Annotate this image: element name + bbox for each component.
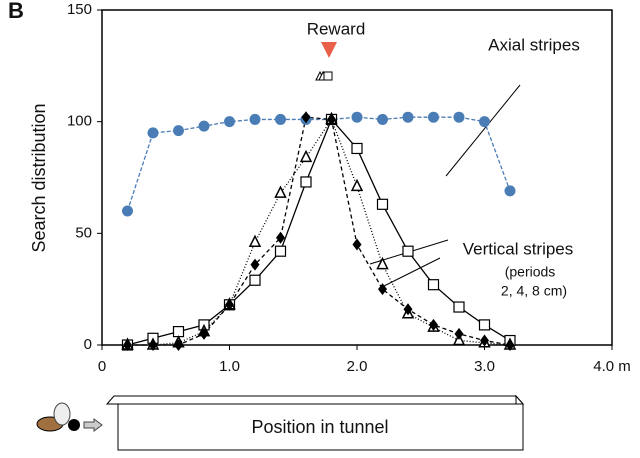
point [428,112,439,123]
panel-letter: B [8,0,24,23]
point [276,246,286,256]
y-axis-label: Search distribution [29,103,49,252]
point [480,320,490,330]
point [352,112,363,123]
point [454,302,464,312]
tunnel-label: Position in tunnel [251,417,388,437]
point [378,199,388,209]
series-line [128,117,511,211]
point [275,114,286,125]
point [429,280,439,290]
y-tick-label: 150 [67,1,92,18]
point [148,127,159,138]
point [479,116,490,127]
x-tick-label: 2.0 [347,358,368,375]
y-tick-label: 0 [84,336,92,353]
y-tick-label: 100 [67,113,92,130]
point [199,121,210,132]
series-line [128,119,511,345]
point [352,180,362,190]
point [352,143,362,153]
x-tick-label: 3.0 [474,358,495,375]
point [378,259,388,269]
point [250,275,260,285]
annotation: Vertical stripes [463,239,574,258]
annotation: 2, 4, 8 cm) [501,283,567,299]
symbol-cluster [316,72,332,80]
chart: B Search distribution Reward Axial strip… [0,0,640,453]
point [353,239,362,251]
point [173,125,184,136]
annotation: (periods [505,264,556,280]
reward-marker [321,42,337,58]
point [505,185,516,196]
point [301,177,311,187]
x-tick-label: 0 [98,358,106,375]
point [224,116,235,127]
point [122,206,133,217]
point [276,187,286,197]
series-line [128,119,511,345]
point [250,114,261,125]
x-tick-label: 1.0 [219,358,240,375]
annotation: Axial stripes [488,35,580,54]
y-tick-label: 50 [75,224,92,241]
point [377,114,388,125]
point [403,112,414,123]
point [455,328,464,340]
annotation-line [446,85,520,176]
reward-label: Reward [307,19,366,38]
point [454,112,465,123]
point [250,236,260,246]
point [403,246,413,256]
x-tick-label: 4.0 m [593,358,631,375]
